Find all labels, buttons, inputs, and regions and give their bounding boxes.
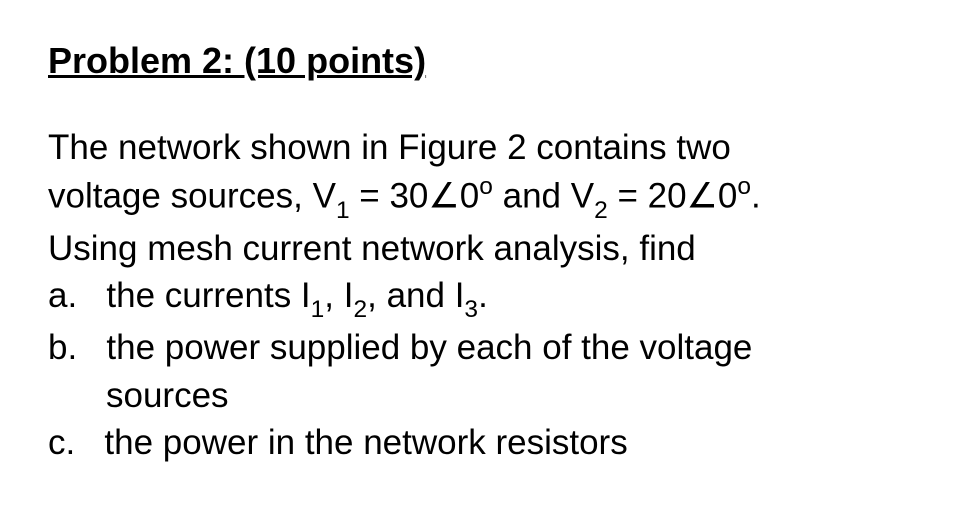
subscript-v2: 2 xyxy=(594,197,608,224)
problem-intro-line1: The network shown in Figure 2 contains t… xyxy=(48,124,928,171)
subscript-i3: 3 xyxy=(464,296,478,323)
problem-intro-line3: Using mesh current network analysis, fin… xyxy=(48,225,928,272)
item-b-text: the power supplied by each of the voltag… xyxy=(106,328,752,367)
item-a-text: , I xyxy=(324,276,353,315)
item-b-label: b. xyxy=(48,328,77,367)
list-item-a: a. the currents I1, I2, and I3. xyxy=(48,272,928,324)
item-a-text: the currents I xyxy=(106,276,310,315)
superscript-deg2: o xyxy=(737,173,751,200)
subscript-i2: 2 xyxy=(353,296,367,323)
intro-text: and V xyxy=(493,177,594,216)
intro-text: = 30∠0 xyxy=(350,177,480,216)
item-c-label: c. xyxy=(48,423,75,462)
problem-intro-line2: voltage sources, V1 = 30∠0o and V2 = 20∠… xyxy=(48,171,928,225)
item-a-label: a. xyxy=(48,276,77,315)
subscript-i1: 1 xyxy=(311,296,325,323)
list-item-c: c. the power in the network resistors xyxy=(48,419,928,466)
item-b-text-line2: sources xyxy=(106,376,229,415)
item-c-text: the power in the network resistors xyxy=(104,423,627,462)
list-item-b-continued: sources xyxy=(48,372,928,419)
item-a-text: . xyxy=(478,276,488,315)
item-a-text: , and I xyxy=(367,276,464,315)
subscript-v1: 1 xyxy=(336,197,350,224)
intro-text: = 20∠0 xyxy=(608,177,738,216)
superscript-deg1: o xyxy=(479,173,493,200)
problem-heading: Problem 2: (10 points) xyxy=(48,40,928,82)
intro-text: voltage sources, V xyxy=(48,177,336,216)
intro-text: . xyxy=(751,177,761,216)
list-item-b: b. the power supplied by each of the vol… xyxy=(48,324,928,371)
